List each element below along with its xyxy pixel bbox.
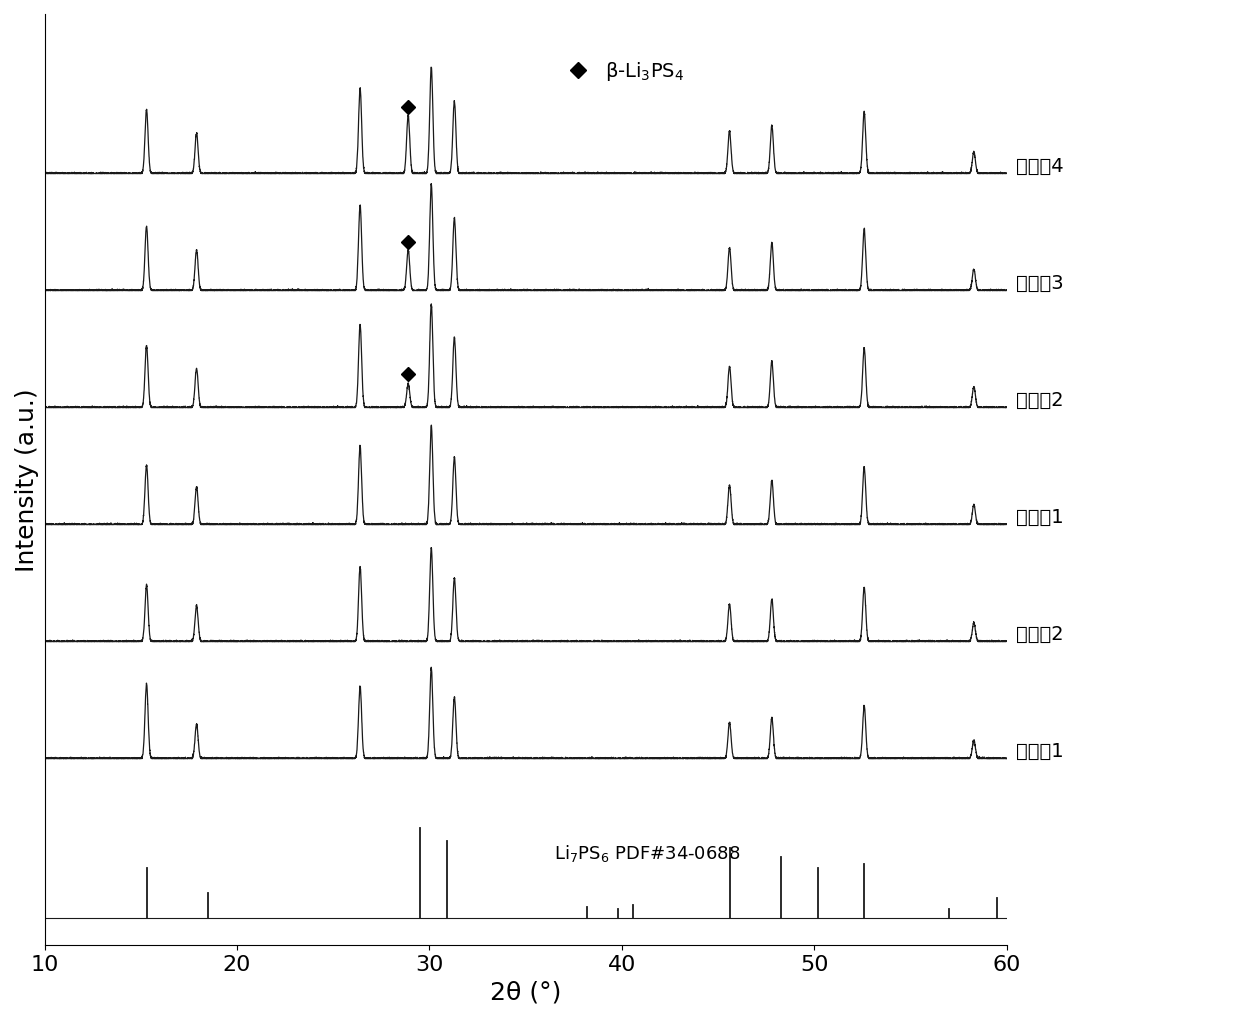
Y-axis label: Intensity (a.u.): Intensity (a.u.) xyxy=(15,388,38,572)
Text: 实施例2: 实施例2 xyxy=(1017,390,1064,410)
Text: 比较例2: 比较例2 xyxy=(1017,624,1064,643)
Text: 实施例4: 实施例4 xyxy=(1017,156,1064,175)
Legend: β-Li$_3$PS$_4$: β-Li$_3$PS$_4$ xyxy=(551,53,693,91)
Text: 比较例1: 比较例1 xyxy=(1017,741,1064,760)
Text: 实施例1: 实施例1 xyxy=(1017,507,1064,526)
Text: 实施例3: 实施例3 xyxy=(1017,273,1064,292)
Text: Li$_7$PS$_6$ PDF#34-0688: Li$_7$PS$_6$ PDF#34-0688 xyxy=(554,842,742,863)
X-axis label: 2θ (°): 2θ (°) xyxy=(490,980,562,1004)
